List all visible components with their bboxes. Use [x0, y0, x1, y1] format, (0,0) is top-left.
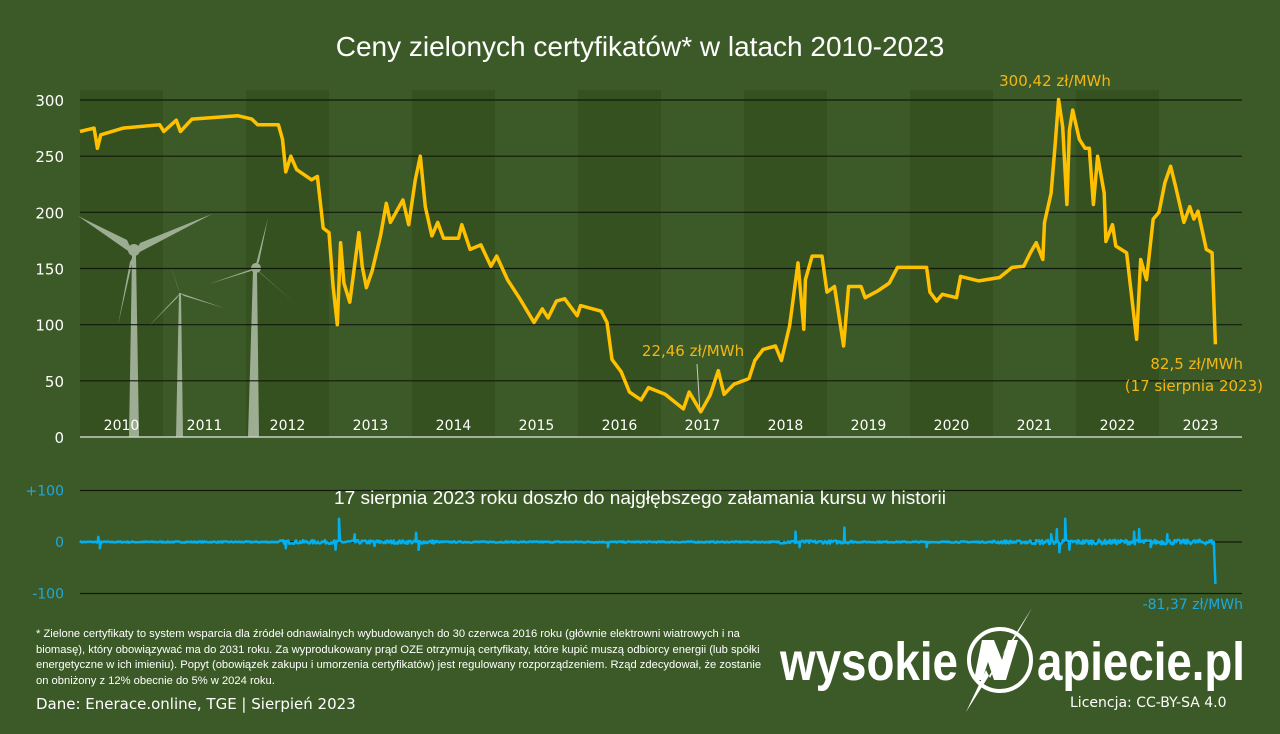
year-band [578, 90, 661, 437]
x-tick-label: 2018 [768, 418, 804, 434]
diff-y-tick-label: +100 [26, 484, 64, 500]
diff-series-line [79, 517, 1217, 584]
x-tick-label: 2022 [1100, 418, 1136, 434]
year-band [744, 90, 827, 437]
year-band [80, 90, 163, 437]
x-axis-ticks: 2010 2011 2012 2013 2014 2015 2016 2017 2018 2019… [104, 418, 1219, 434]
last-value-annotation: 82,5 zł/MWh [1150, 355, 1243, 373]
x-tick-label: 2021 [1017, 418, 1053, 434]
price-series-line [79, 97, 1218, 414]
diff-min-annotation: -81,37 zł/MWh [1143, 597, 1243, 613]
license-text: Licencja: CC-BY-SA 4.0 [1070, 695, 1227, 711]
y-axis-ticks: 0 50 100 150 200 250 300 [35, 92, 64, 447]
x-tick-label: 2010 [104, 418, 140, 434]
x-tick-label: 2012 [270, 418, 306, 434]
x-tick-label: 2023 [1183, 418, 1219, 434]
y-tick-label: 100 [35, 317, 64, 335]
footnote: * Zielone certyfikaty to system wsparcia… [36, 628, 762, 687]
year-band [412, 90, 495, 437]
y-tick-label: 150 [35, 261, 64, 279]
source-text: Dane: Enerace.online, TGE | Sierpień 202… [36, 695, 356, 713]
lightning-n-icon [966, 608, 1033, 712]
last-date-annotation: (17 sierpnia 2023) [1125, 377, 1263, 395]
diff-y-tick-label: -100 [32, 587, 64, 603]
min-annotation: 22,46 zł/MWh [642, 342, 744, 360]
x-tick-label: 2013 [353, 418, 389, 434]
logo-text-left: wysokie [779, 632, 958, 692]
x-tick-label: 2019 [851, 418, 887, 434]
logo-text-right: apiecie.pl [1037, 632, 1245, 692]
y-tick-label: 200 [35, 204, 64, 222]
x-tick-label: 2015 [519, 418, 555, 434]
y-tick-label: 250 [35, 148, 64, 166]
chart-title: Ceny zielonych certyfikatów* w latach 20… [336, 31, 945, 62]
y-tick-label: 0 [54, 429, 64, 447]
diff-subtitle: 17 sierpnia 2023 roku doszło do najgłębs… [334, 488, 946, 508]
logo: wysokie apiecie.pl [779, 608, 1245, 712]
y-tick-label: 50 [45, 373, 64, 391]
x-tick-label: 2016 [602, 418, 638, 434]
year-bands [80, 90, 1159, 437]
y-tick-label: 300 [35, 92, 64, 110]
diff-y-tick-label: 0 [55, 535, 64, 551]
min-annotation-leader [696, 363, 701, 413]
x-tick-label: 2014 [436, 418, 472, 434]
diff-y-axis-ticks: +100 0 -100 [26, 484, 64, 603]
wind-turbines-icon [78, 214, 296, 437]
x-tick-label: 2017 [685, 418, 721, 434]
max-annotation: 300,42 zł/MWh [999, 72, 1111, 90]
x-tick-label: 2020 [934, 418, 970, 434]
x-tick-label: 2011 [187, 418, 223, 434]
year-band [910, 90, 993, 437]
year-band [246, 90, 329, 437]
